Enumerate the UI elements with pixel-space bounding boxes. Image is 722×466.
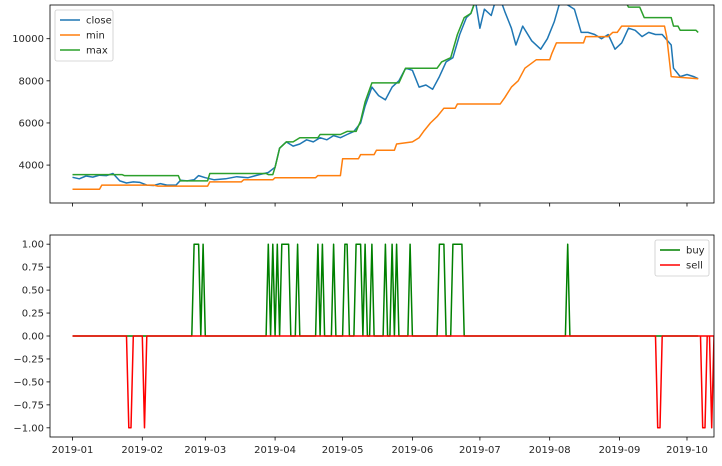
x-tick-label: 2019-04 [254, 445, 296, 456]
y-tick-label: 8000 [19, 76, 44, 87]
axes-frame [49, 4, 715, 204]
y-tick-label: −0.75 [13, 400, 44, 411]
y-tick-label: −0.50 [13, 377, 44, 388]
series-line-min [72, 25, 699, 191]
legend-label-buy: buy [686, 246, 705, 257]
legend-label-sell: sell [686, 261, 703, 272]
y-tick-label: 6000 [19, 118, 44, 129]
x-tick-label: 2019-06 [391, 445, 433, 456]
series-group [72, 5, 699, 191]
y-tick-label: 10000 [12, 34, 44, 45]
x-tick-label: 2019-10 [666, 445, 708, 456]
legend-label-max: max [86, 46, 108, 57]
y-tick-label: 0.50 [22, 286, 44, 297]
series-group [72, 243, 714, 429]
price-panel: 4000 6000 8000 10000 close min max [12, 4, 715, 207]
x-tick-label: 2019-02 [121, 445, 163, 456]
y-tick-label: 4000 [19, 161, 44, 172]
y-tick-label: −1.00 [13, 423, 44, 434]
legend-box [654, 239, 710, 277]
signal-panel: −1.00 −0.75 −0.50 −0.25 0.00 0.25 0.50 0.75 1.00… [13, 234, 715, 456]
legend-label-close: close [86, 16, 112, 27]
x-tick-label: 2019-05 [322, 445, 364, 456]
legend: close min max [54, 9, 114, 62]
y-tick-label: 0.25 [22, 309, 44, 320]
x-tick-label: 2019-09 [599, 445, 641, 456]
x-tick-label: 2019-01 [52, 445, 94, 456]
x-tick-label: 2019-07 [459, 445, 501, 456]
series-line-sell [72, 335, 714, 429]
legend-box [54, 9, 114, 62]
y-tick-label: 0.00 [22, 332, 44, 343]
legend: buy sell [654, 239, 710, 277]
series-line-max [72, 5, 699, 182]
y-tick-label: 1.00 [22, 240, 44, 251]
legend-label-min: min [86, 31, 105, 42]
y-tick-label: −0.25 [13, 354, 44, 365]
y-tick-label: 0.75 [22, 263, 44, 274]
x-tick-label: 2019-03 [184, 445, 226, 456]
x-tick-label: 2019-08 [529, 445, 571, 456]
